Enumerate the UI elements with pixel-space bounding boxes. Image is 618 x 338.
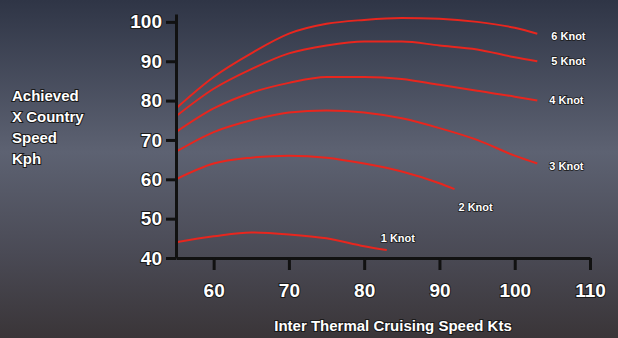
tick-label: 70 [279, 280, 300, 301]
y-axis-title: Achieved [12, 87, 79, 104]
tick-mark [166, 257, 176, 260]
tick-label: 90 [429, 280, 450, 301]
tick: 50 [141, 208, 176, 229]
tick-mark [166, 178, 176, 181]
tick-mark [166, 60, 176, 63]
axis-line [175, 15, 178, 259]
tick-label: 110 [575, 280, 606, 301]
tick-mark [166, 100, 176, 103]
tick-mark [166, 139, 176, 142]
tick-mark [213, 258, 216, 270]
y-axis-title: Kph [12, 150, 41, 167]
tick-mark [438, 258, 441, 270]
tick-label: 100 [499, 280, 531, 301]
tick: 110 [575, 258, 606, 301]
tick-mark [166, 218, 176, 221]
series-line [176, 156, 455, 189]
series-line [176, 110, 537, 163]
tick-label: 70 [141, 130, 162, 151]
tick-mark [514, 258, 517, 270]
plot-lines [176, 18, 537, 250]
y-axis: 40 50 60 70 80 90 100 [130, 11, 176, 268]
series-label: 4 Knot [549, 94, 584, 106]
tick-label: 80 [354, 280, 375, 301]
series-label: 2 Knot [459, 201, 494, 213]
chart: 60 70 80 90 100 110 40 50 60 70 80 90 100 6 Knot 5 Kno… [0, 0, 618, 338]
tick-label: 60 [204, 280, 225, 301]
background [0, 0, 618, 338]
tick: 90 [141, 51, 176, 72]
tick: 70 [279, 258, 300, 301]
series-label: 5 Knot [551, 55, 586, 67]
tick-mark [166, 21, 176, 24]
series-label: 6 Knot [551, 30, 586, 42]
tick: 60 [141, 169, 176, 190]
tick-label: 40 [141, 248, 162, 269]
axis-line [177, 257, 591, 260]
tick-label: 100 [130, 11, 162, 32]
tick: 100 [130, 11, 176, 32]
tick-label: 50 [141, 208, 162, 229]
x-axis: 60 70 80 90 100 110 [177, 258, 606, 301]
y-axis-title: Speed [12, 129, 57, 146]
tick: 60 [204, 258, 225, 301]
series-label: 1 Knot [381, 232, 416, 244]
tick: 90 [429, 258, 450, 301]
tick-label: 60 [141, 169, 162, 190]
tick-mark [288, 258, 291, 270]
tick: 80 [354, 258, 375, 301]
series-label: 3 Knot [549, 160, 584, 172]
tick: 80 [141, 90, 176, 111]
series-line [176, 232, 387, 250]
x-axis-title: Inter Thermal Cruising Speed Kts [274, 317, 512, 334]
tick: 40 [141, 248, 176, 269]
tick-mark [363, 258, 366, 270]
series-line [176, 77, 537, 132]
y-axis-title: X Country [12, 108, 84, 125]
tick-mark [589, 258, 592, 270]
series-line [176, 18, 537, 109]
series-line [176, 42, 537, 117]
tick: 100 [499, 258, 531, 301]
tick: 70 [141, 130, 176, 151]
tick-label: 80 [141, 90, 162, 111]
tick-label: 90 [141, 51, 162, 72]
